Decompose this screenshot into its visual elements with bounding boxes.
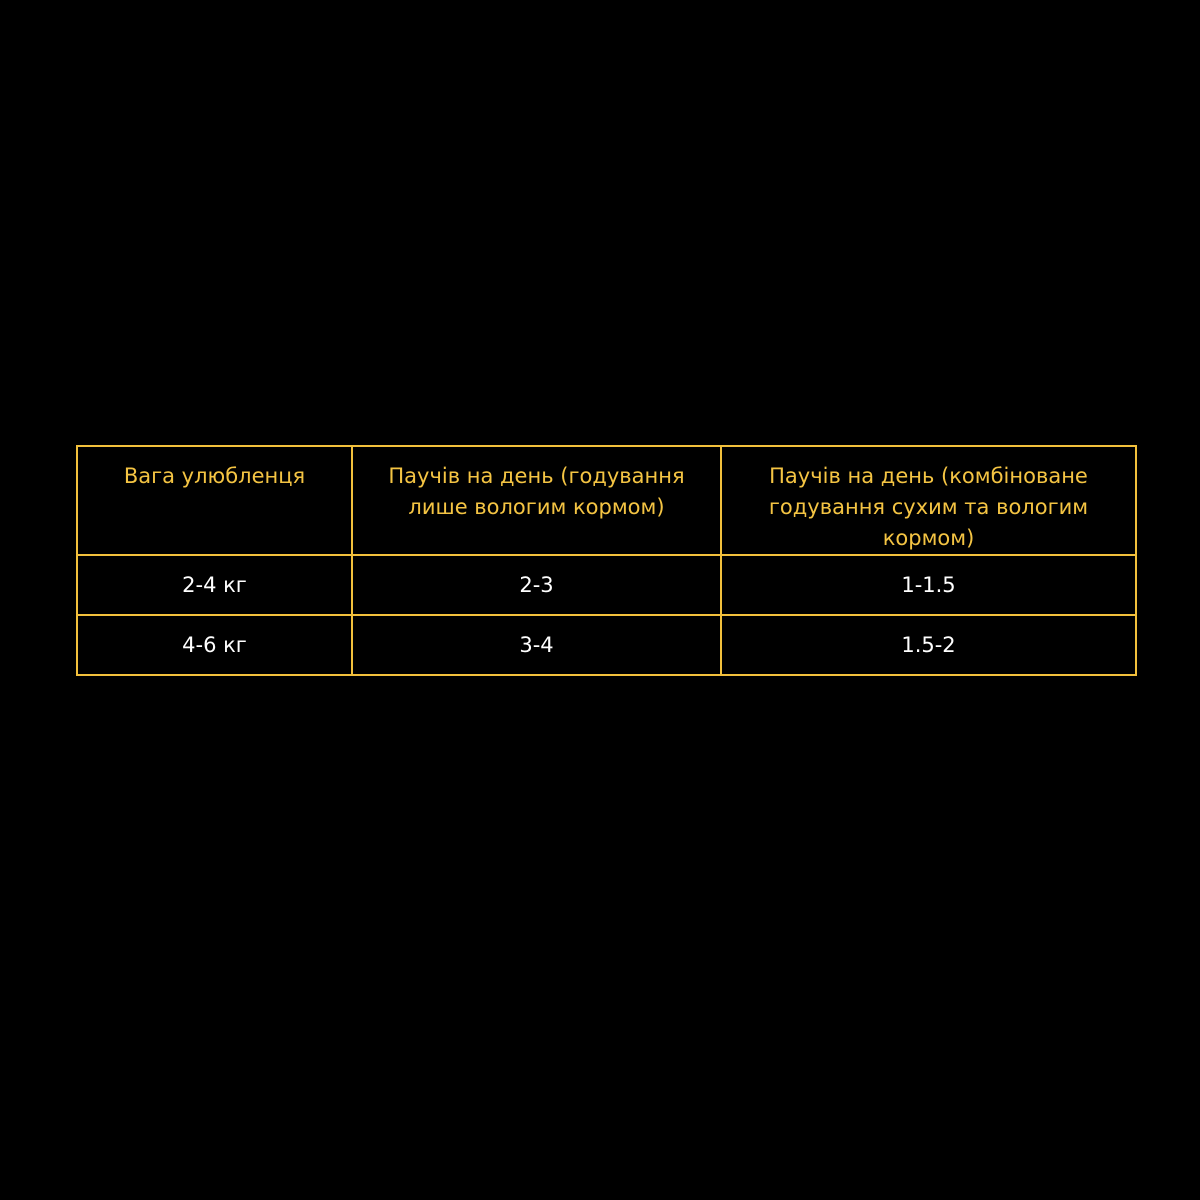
header-pet-weight: Вага улюбленця: [76, 445, 353, 556]
cell-weight: 2-4 кг: [76, 554, 353, 616]
feeding-table: Вага улюбленця Паучів на день (годування…: [76, 445, 1137, 676]
header-row: Вага улюбленця Паучів на день (годування…: [76, 445, 1137, 556]
cell-wet-only: 3-4: [351, 614, 722, 676]
cell-combined: 1.5-2: [720, 614, 1137, 676]
header-pouches-wet-only: Паучів на день (годування лише вологим к…: [351, 445, 722, 556]
table-row: 4-6 кг 3-4 1.5-2: [76, 614, 1137, 676]
table-row: 2-4 кг 2-3 1-1.5: [76, 554, 1137, 616]
cell-weight: 4-6 кг: [76, 614, 353, 676]
cell-wet-only: 2-3: [351, 554, 722, 616]
header-pouches-combined: Паучів на день (комбіноване годування су…: [720, 445, 1137, 556]
cell-combined: 1-1.5: [720, 554, 1137, 616]
